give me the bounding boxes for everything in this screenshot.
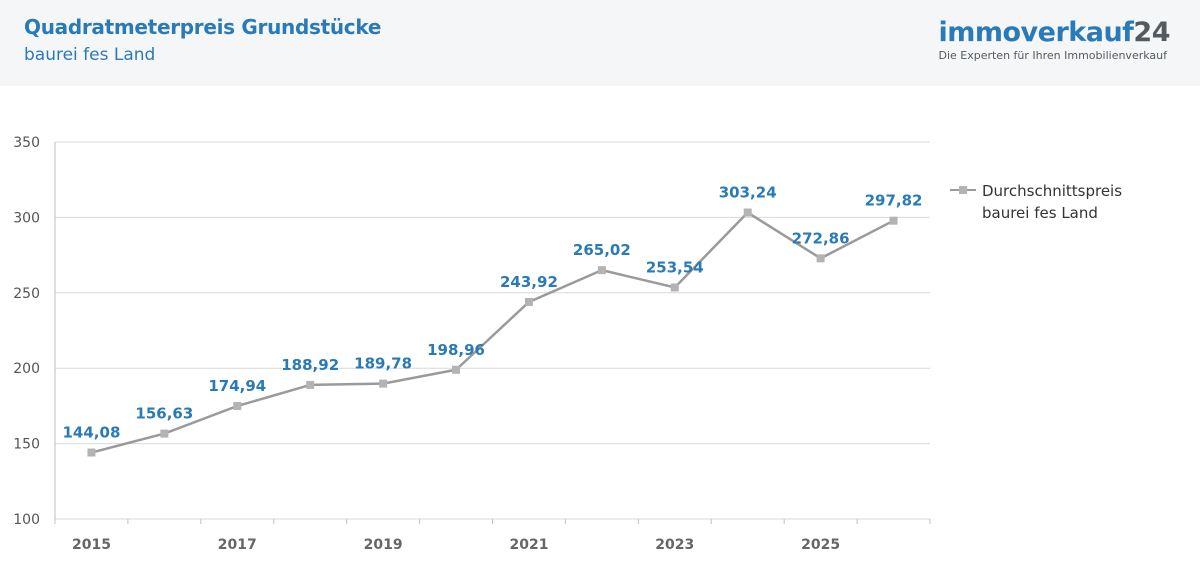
data-point: [743, 208, 752, 217]
brand-name: immoverkauf24: [938, 18, 1170, 48]
y-tick-label: 150: [13, 437, 40, 453]
brand-logo: immoverkauf24 Die Experten für Ihren Imm…: [938, 18, 1170, 63]
data-point: [160, 429, 169, 438]
x-tick-label: 2021: [509, 537, 548, 553]
x-tick-label: 2015: [72, 537, 111, 553]
data-point: [233, 401, 242, 410]
brand-name-text: immoverkauf: [938, 17, 1134, 48]
x-tick-label: 2017: [218, 537, 257, 553]
data-point: [452, 365, 461, 374]
data-point: [524, 297, 533, 306]
data-label: 174,94: [208, 377, 266, 395]
header-bar: Quadratmeterpreis Grundstücke baurei fes…: [0, 0, 1200, 86]
y-tick-label: 350: [13, 135, 40, 151]
data-label: 253,54: [646, 258, 704, 276]
x-tick-label: 2025: [801, 537, 840, 553]
data-point: [889, 216, 898, 225]
data-point: [597, 266, 606, 275]
y-tick-label: 300: [13, 210, 40, 226]
legend-swatch: [950, 183, 976, 197]
data-point: [306, 380, 315, 389]
data-point: [670, 283, 679, 292]
data-label: 188,92: [281, 356, 339, 374]
data-label: 189,78: [354, 355, 412, 373]
y-tick-label: 100: [13, 512, 40, 528]
legend-marker: [959, 186, 967, 194]
brand-tagline: Die Experten für Ihren Immobilienverkauf: [938, 49, 1167, 62]
data-label: 198,96: [427, 341, 485, 359]
data-label: 243,92: [500, 273, 558, 291]
chart-subtitle: baurei fes Land: [24, 45, 156, 65]
data-label: 144,08: [63, 424, 121, 442]
chart-title: Quadratmeterpreis Grundstücke: [24, 15, 382, 39]
y-tick-label: 250: [13, 286, 40, 302]
series-line: [91, 211, 895, 454]
data-label: 272,86: [792, 229, 850, 247]
data-point: [87, 448, 96, 457]
legend: Durchschnittspreis baurei fes Land: [950, 180, 1142, 224]
data-label: 303,24: [719, 184, 777, 202]
brand-number: 24: [1133, 17, 1170, 48]
data-point: [379, 379, 388, 388]
data-label: 265,02: [573, 241, 631, 259]
data-point: [816, 254, 825, 263]
data-label: 297,82: [865, 192, 923, 210]
x-tick-label: 2019: [364, 537, 403, 553]
y-tick-label: 200: [13, 361, 40, 377]
x-tick-label: 2023: [655, 537, 694, 553]
legend-label: Durchschnittspreis baurei fes Land: [982, 182, 1123, 222]
data-label: 156,63: [135, 405, 193, 423]
